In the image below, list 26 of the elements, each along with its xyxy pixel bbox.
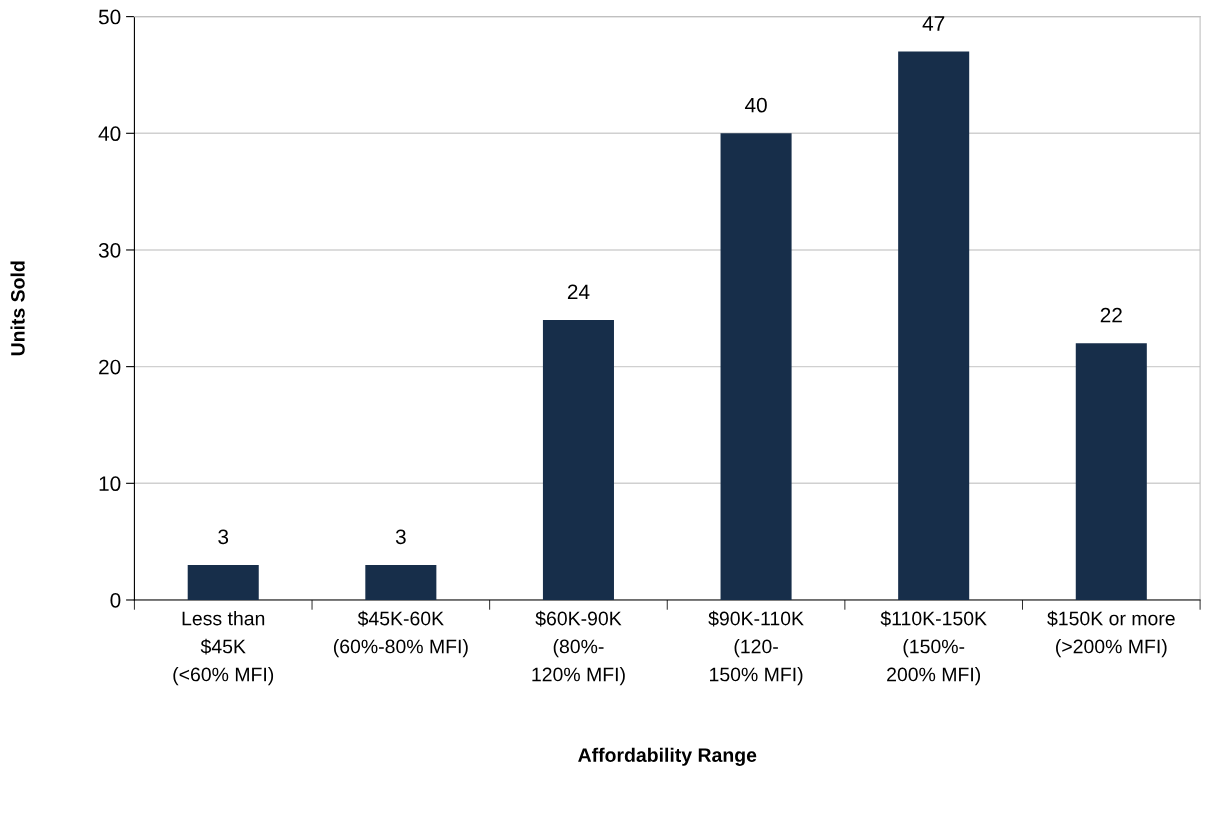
data-label: 3	[395, 529, 406, 545]
x-axis-title: Affordability Range	[578, 747, 757, 766]
x-tick-label: $110K-150K (150%- 200% MFI)	[880, 610, 987, 686]
x-tick-label: Less than $45K (<60% MFI)	[173, 611, 274, 686]
y-tick-label: 20	[99, 359, 121, 375]
x-tick-label: $150K or more (>200% MFI)	[1047, 610, 1175, 658]
y-tick-label: 10	[99, 476, 121, 492]
data-label: 47	[922, 16, 945, 31]
y-tick-label: 40	[98, 126, 121, 142]
bar	[1075, 343, 1147, 600]
bar	[898, 51, 970, 600]
x-tick-label: $60K-90K (80%- 120% MFI)	[532, 610, 625, 686]
data-label: 24	[567, 284, 590, 299]
bar	[542, 319, 614, 600]
bar	[720, 133, 792, 600]
data-label: 22	[1100, 307, 1122, 323]
y-tick-label: 50	[98, 9, 121, 25]
bar	[365, 564, 437, 600]
data-label: 3	[218, 529, 229, 545]
y-axis-title: Units Sold	[10, 261, 25, 356]
data-label: 40	[744, 97, 767, 113]
x-tick-label: $90K-110K (120- 150% MFI)	[708, 610, 804, 686]
x-tick-label: $45K-60K (60%-80% MFI)	[333, 610, 468, 658]
y-tick-label: 30	[98, 242, 121, 258]
y-tick-label: 0	[110, 592, 121, 608]
bar	[187, 564, 259, 600]
